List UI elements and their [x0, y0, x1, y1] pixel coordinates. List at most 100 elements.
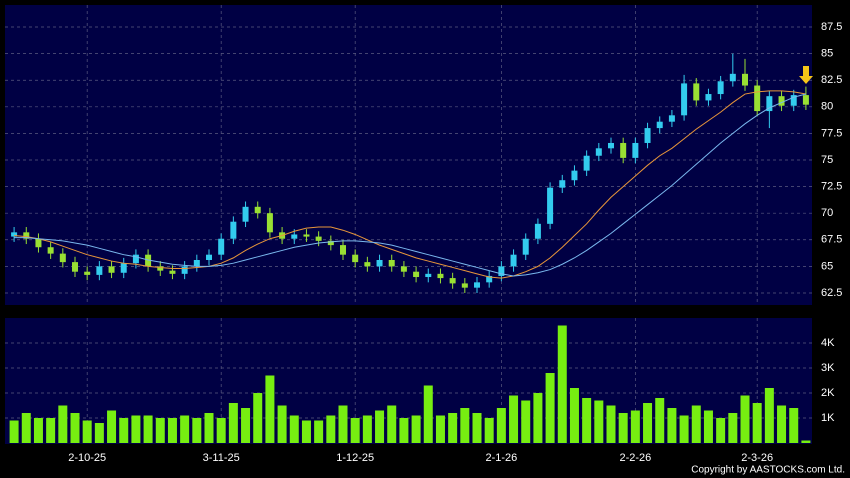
x-tick-label: 2-1-26	[485, 452, 517, 464]
candle-body	[413, 271, 420, 278]
candle-body	[547, 187, 554, 224]
volume-bar	[82, 420, 92, 443]
y-tick-label: 67.5	[821, 234, 842, 246]
y-tick-label: 85	[821, 48, 833, 60]
moving-average-line	[14, 90, 806, 279]
candle-body	[656, 121, 663, 129]
candle-body	[388, 260, 395, 267]
volume-bar	[241, 408, 251, 443]
volume-bar	[752, 403, 762, 443]
candle-body	[668, 115, 675, 122]
price-panel	[5, 5, 812, 305]
y-tick-label: 87.5	[821, 21, 842, 33]
volume-bar	[399, 418, 409, 443]
volume-bar	[545, 373, 555, 443]
candle-body	[400, 266, 407, 272]
volume-bar	[460, 408, 470, 443]
volume-bar	[204, 413, 214, 443]
y-tick-label: 1K	[821, 412, 835, 424]
volume-bar	[509, 395, 519, 443]
volume-bar	[70, 413, 80, 443]
volume-bar	[9, 420, 19, 443]
candle-body	[364, 262, 371, 267]
candle-body	[790, 95, 797, 106]
candle-body	[778, 96, 785, 106]
x-tick-label: 3-11-25	[203, 452, 240, 464]
volume-bar	[448, 413, 458, 443]
candle-body	[571, 170, 578, 181]
x-tick-label: 2-10-25	[68, 452, 106, 464]
volume-bar	[569, 388, 579, 443]
volume-bar	[716, 418, 726, 443]
y-tick-label: 62.5	[821, 287, 842, 299]
candle-body	[266, 213, 273, 233]
candle-body	[157, 266, 164, 271]
candle-body	[84, 271, 91, 275]
candle-body	[108, 266, 115, 273]
volume-bar	[362, 415, 372, 443]
volume-bar	[582, 398, 592, 443]
volume-bar	[192, 418, 202, 443]
volume-bar	[119, 418, 129, 443]
price-layer: 62.5 65 67.5 70 72.5 75 77.5 80 82.5 85 87.5	[5, 5, 842, 305]
candle-body	[742, 73, 748, 86]
volume-bar	[801, 440, 811, 443]
candle-body	[206, 254, 212, 260]
x-tick-label: 1-12-25	[336, 452, 374, 464]
candle-body	[534, 223, 541, 239]
volume-bar	[484, 418, 494, 443]
y-tick-label: 4K	[821, 337, 835, 349]
candle-body	[498, 266, 505, 276]
candle-body	[72, 262, 78, 272]
volume-layer: 2-10-25 3-11-25 1-12-25 2-1-26 2-2-26 2-3-26 1…	[5, 318, 835, 464]
volume-bar	[375, 410, 385, 443]
candle-body	[59, 253, 66, 263]
volume-bar	[131, 415, 141, 443]
volume-bar	[740, 395, 750, 443]
volume-bar	[557, 325, 567, 443]
candle-body	[449, 278, 456, 284]
candle-body	[437, 273, 444, 279]
candle-body	[559, 180, 566, 188]
y-tick-label: 82.5	[821, 74, 842, 86]
volume-bar	[643, 403, 653, 443]
volume-bar	[679, 415, 689, 443]
candle-body	[474, 282, 480, 288]
volume-bar	[691, 405, 701, 443]
candle-body	[608, 142, 614, 149]
candle-body	[169, 270, 176, 274]
candle-body	[510, 254, 517, 267]
candle-body	[461, 283, 468, 288]
candle-body	[754, 85, 761, 112]
volume-bar	[728, 413, 738, 443]
candle-body	[96, 266, 103, 275]
volume-bar	[764, 388, 774, 443]
candle-body	[717, 81, 724, 95]
volume-bar	[521, 400, 531, 443]
candle-body	[23, 232, 30, 239]
volume-bar	[703, 410, 713, 443]
candle-body	[729, 73, 736, 82]
y-tick-label: 65	[821, 260, 833, 272]
y-tick-label: 3K	[821, 362, 835, 374]
volume-bar	[326, 415, 336, 443]
volume-bar	[277, 405, 287, 443]
candle-body	[242, 206, 249, 222]
candle-body	[315, 236, 322, 241]
candle-body	[632, 142, 639, 158]
candle-body	[681, 83, 688, 116]
candle-body	[303, 234, 310, 237]
candle-body	[230, 221, 237, 239]
y-tick-label: 77.5	[821, 127, 842, 139]
candle-body	[340, 245, 346, 255]
candle-body	[254, 206, 261, 214]
moving-average-line	[14, 93, 807, 277]
volume-bar	[472, 413, 482, 443]
y-tick-label: 2K	[821, 387, 835, 399]
volume-bar	[167, 418, 177, 443]
candle-body	[327, 240, 334, 246]
volume-bar	[265, 375, 275, 443]
volume-bar	[387, 405, 397, 443]
volume-bar	[423, 385, 433, 443]
